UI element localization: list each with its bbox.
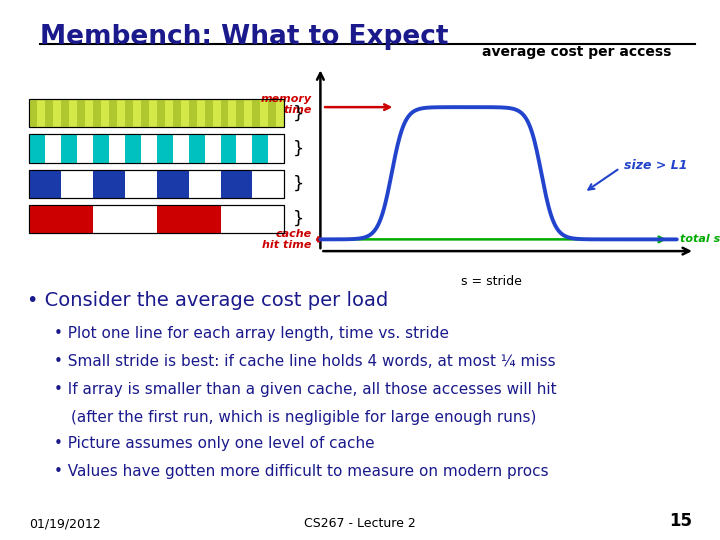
Bar <box>29 134 284 163</box>
Text: 01/19/2012: 01/19/2012 <box>29 517 101 530</box>
Bar <box>157 134 173 163</box>
Bar <box>236 99 245 127</box>
Text: }: } <box>293 139 305 158</box>
Bar <box>60 99 68 127</box>
Bar <box>29 99 284 127</box>
Text: • Small stride is best: if cache line holds 4 words, at most ¼ miss: • Small stride is best: if cache line ho… <box>54 354 556 369</box>
Text: }: } <box>293 210 305 228</box>
Bar <box>45 99 53 127</box>
Text: memory
time: memory time <box>261 93 312 115</box>
Bar <box>29 170 60 198</box>
Text: }: } <box>293 174 305 193</box>
Bar <box>253 99 261 127</box>
Bar <box>29 205 93 233</box>
Text: • Values have gotten more difficult to measure on modern procs: • Values have gotten more difficult to m… <box>54 464 549 479</box>
Bar <box>140 99 148 127</box>
Bar <box>157 170 189 198</box>
Bar <box>29 170 284 198</box>
Text: }: } <box>293 104 305 123</box>
Bar <box>93 134 109 163</box>
Bar <box>77 99 85 127</box>
Bar <box>157 205 220 233</box>
Bar <box>29 134 45 163</box>
Text: Membench: What to Expect: Membench: What to Expect <box>40 24 448 50</box>
Bar <box>29 205 284 233</box>
Bar <box>173 99 181 127</box>
Text: s = stride: s = stride <box>461 275 522 288</box>
Bar <box>109 99 117 127</box>
Bar <box>125 134 140 163</box>
Text: size > L1: size > L1 <box>624 159 687 172</box>
Bar <box>220 134 236 163</box>
Bar <box>29 134 284 163</box>
Text: average cost per access: average cost per access <box>482 45 672 59</box>
Bar <box>29 205 284 233</box>
Text: cache
hit time: cache hit time <box>262 228 312 250</box>
Text: total size < L1: total size < L1 <box>680 234 720 245</box>
Bar <box>253 134 269 163</box>
Text: CS267 - Lecture 2: CS267 - Lecture 2 <box>304 517 416 530</box>
Bar <box>220 170 253 198</box>
Text: • If array is smaller than a given cache, all those accesses will hit: • If array is smaller than a given cache… <box>54 382 557 397</box>
Text: 15: 15 <box>670 512 693 530</box>
Text: • Picture assumes only one level of cache: • Picture assumes only one level of cach… <box>54 436 374 451</box>
Bar <box>60 134 77 163</box>
Text: • Plot one line for each array length, time vs. stride: • Plot one line for each array length, t… <box>54 326 449 341</box>
Bar <box>29 170 284 198</box>
Bar <box>125 99 132 127</box>
Text: • Consider the average cost per load: • Consider the average cost per load <box>27 291 389 309</box>
Text: (after the first run, which is negligible for large enough runs): (after the first run, which is negligibl… <box>71 410 536 425</box>
Bar <box>204 99 212 127</box>
Bar <box>29 99 37 127</box>
Bar <box>93 99 101 127</box>
Bar <box>29 99 284 127</box>
Bar <box>189 134 204 163</box>
Bar <box>189 99 197 127</box>
Bar <box>93 170 125 198</box>
Bar <box>157 99 165 127</box>
Bar <box>269 99 276 127</box>
Bar <box>220 99 228 127</box>
